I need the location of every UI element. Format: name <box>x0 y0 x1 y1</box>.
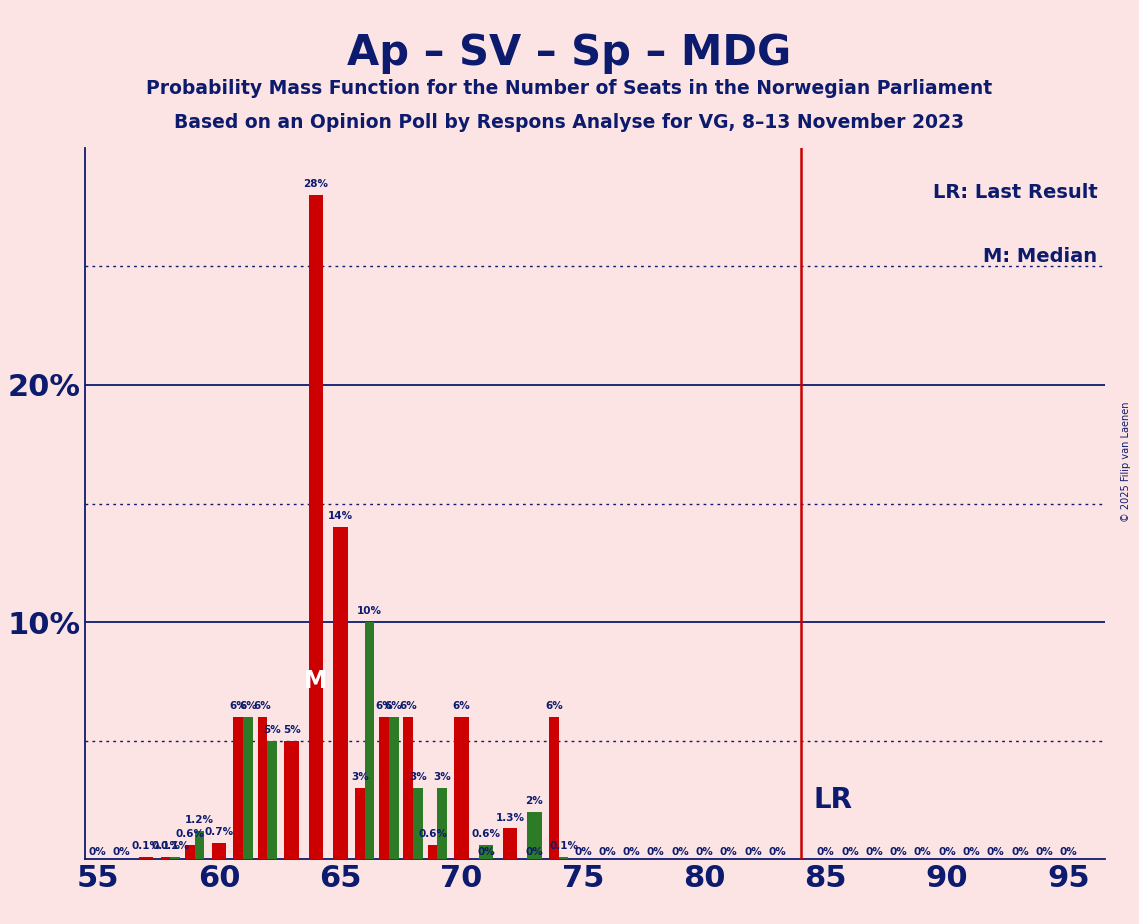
Bar <box>333 528 347 859</box>
Bar <box>161 857 171 859</box>
Text: 6%: 6% <box>375 701 393 711</box>
Text: 0%: 0% <box>89 847 106 857</box>
Text: 3%: 3% <box>409 772 427 783</box>
Bar <box>527 812 542 859</box>
Text: 6%: 6% <box>400 701 417 711</box>
Text: 6%: 6% <box>229 701 247 711</box>
Text: 0%: 0% <box>647 847 665 857</box>
Bar <box>364 622 375 859</box>
Bar <box>185 845 195 859</box>
Text: 0%: 0% <box>841 847 859 857</box>
Text: 0%: 0% <box>574 847 592 857</box>
Text: 0.1%: 0.1% <box>151 841 180 851</box>
Bar <box>309 195 323 859</box>
Text: 0%: 0% <box>1035 847 1054 857</box>
Bar <box>268 741 277 859</box>
Bar <box>478 845 493 859</box>
Text: Probability Mass Function for the Number of Seats in the Norwegian Parliament: Probability Mass Function for the Number… <box>147 79 992 98</box>
Bar <box>212 843 227 859</box>
Text: 5%: 5% <box>263 724 281 735</box>
Bar <box>285 741 300 859</box>
Text: 0%: 0% <box>113 847 131 857</box>
Text: 0%: 0% <box>939 847 956 857</box>
Text: M: Median: M: Median <box>983 248 1098 266</box>
Bar <box>257 717 268 859</box>
Text: 2%: 2% <box>525 796 543 806</box>
Text: 0%: 0% <box>769 847 786 857</box>
Bar <box>503 829 517 859</box>
Text: LR: LR <box>813 786 853 814</box>
Text: 0.6%: 0.6% <box>472 829 500 839</box>
Text: M: M <box>304 670 328 693</box>
Text: 0%: 0% <box>671 847 689 857</box>
Bar <box>171 857 180 859</box>
Bar <box>559 857 568 859</box>
Text: 0%: 0% <box>890 847 908 857</box>
Text: 0%: 0% <box>696 847 713 857</box>
Text: 0%: 0% <box>598 847 616 857</box>
Text: 0%: 0% <box>525 847 543 857</box>
Text: 10%: 10% <box>357 606 382 616</box>
Text: 6%: 6% <box>453 701 470 711</box>
Text: 0.7%: 0.7% <box>204 827 233 837</box>
Bar <box>244 717 253 859</box>
Bar <box>549 717 559 859</box>
Bar <box>437 788 448 859</box>
Text: 3%: 3% <box>433 772 451 783</box>
Bar <box>355 788 364 859</box>
Text: 0%: 0% <box>744 847 762 857</box>
Bar <box>427 845 437 859</box>
Text: 0%: 0% <box>477 847 494 857</box>
Text: 14%: 14% <box>328 511 353 521</box>
Bar <box>403 717 413 859</box>
Text: 0%: 0% <box>1059 847 1077 857</box>
Text: 0.1%: 0.1% <box>132 841 161 851</box>
Text: 0.6%: 0.6% <box>175 829 204 839</box>
Text: 5%: 5% <box>282 724 301 735</box>
Text: Ap – SV – Sp – MDG: Ap – SV – Sp – MDG <box>347 32 792 74</box>
Text: 0%: 0% <box>986 847 1005 857</box>
Bar <box>233 717 244 859</box>
Text: 6%: 6% <box>544 701 563 711</box>
Text: 0%: 0% <box>817 847 835 857</box>
Bar <box>388 717 399 859</box>
Text: 0.1%: 0.1% <box>549 841 579 851</box>
Text: Based on an Opinion Poll by Respons Analyse for VG, 8–13 November 2023: Based on an Opinion Poll by Respons Anal… <box>174 113 965 132</box>
Text: © 2025 Filip van Laenen: © 2025 Filip van Laenen <box>1121 402 1131 522</box>
Text: 6%: 6% <box>385 701 402 711</box>
Text: 6%: 6% <box>239 701 257 711</box>
Text: 0%: 0% <box>1011 847 1029 857</box>
Text: 1.3%: 1.3% <box>495 812 525 822</box>
Bar <box>139 857 154 859</box>
Bar <box>195 831 204 859</box>
Text: 0%: 0% <box>962 847 981 857</box>
Text: 0%: 0% <box>720 847 737 857</box>
Text: 3%: 3% <box>351 772 369 783</box>
Text: 0.1%: 0.1% <box>161 841 190 851</box>
Text: 28%: 28% <box>303 179 328 189</box>
Text: 0%: 0% <box>913 847 932 857</box>
Text: 0%: 0% <box>623 847 640 857</box>
Bar <box>413 788 423 859</box>
Text: 0%: 0% <box>866 847 883 857</box>
Text: 1.2%: 1.2% <box>185 815 214 825</box>
Text: 0.6%: 0.6% <box>418 829 446 839</box>
Text: 6%: 6% <box>254 701 271 711</box>
Text: LR: Last Result: LR: Last Result <box>933 183 1098 202</box>
Bar <box>379 717 388 859</box>
Bar <box>454 717 469 859</box>
